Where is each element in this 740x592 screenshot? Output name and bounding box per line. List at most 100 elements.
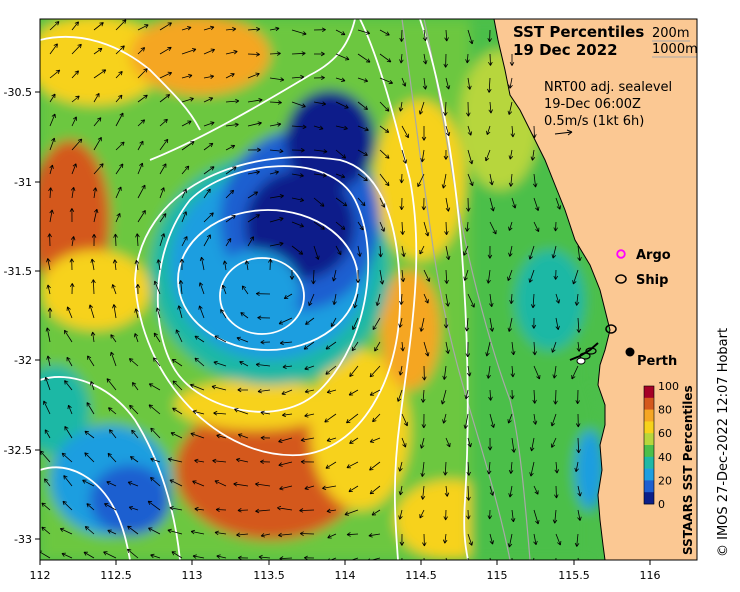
current-arrow-icon bbox=[109, 429, 117, 439]
current-arrow-icon bbox=[225, 27, 237, 32]
current-arrow-icon bbox=[378, 245, 383, 258]
current-arrow-icon bbox=[216, 554, 227, 559]
current-arrow-icon bbox=[509, 293, 514, 305]
current-arrow-icon bbox=[247, 52, 260, 57]
plot-frame bbox=[39, 18, 698, 561]
current-arrow-icon bbox=[137, 184, 146, 199]
current-arrow-icon bbox=[291, 101, 306, 108]
current-arrow-icon bbox=[335, 29, 346, 36]
current-arrow-icon bbox=[44, 376, 51, 391]
current-arrow-icon bbox=[260, 435, 271, 441]
current-arrow-icon bbox=[279, 485, 293, 491]
current-arrow-icon bbox=[167, 528, 183, 535]
current-arrow-icon bbox=[507, 413, 513, 424]
current-arrow-icon bbox=[135, 233, 140, 247]
current-arrow-icon bbox=[303, 555, 315, 560]
current-arrow-icon bbox=[489, 533, 494, 545]
current-arrow-icon bbox=[221, 284, 227, 295]
current-arrow-icon bbox=[91, 234, 97, 247]
colorbar-swatch bbox=[644, 445, 654, 458]
current-arrow-icon bbox=[45, 327, 51, 343]
current-arrow-icon bbox=[399, 197, 404, 210]
current-arrow-icon bbox=[443, 101, 448, 116]
current-arrow-icon bbox=[399, 533, 405, 546]
current-arrow-icon bbox=[487, 437, 493, 451]
y-tick-label: -30.5 bbox=[4, 86, 32, 99]
current-arrow-icon bbox=[486, 461, 492, 475]
current-arrow-icon bbox=[489, 413, 495, 428]
current-arrow-icon bbox=[326, 437, 337, 442]
current-arrow-icon bbox=[369, 485, 381, 495]
current-arrow-icon bbox=[92, 187, 98, 199]
current-arrow-icon bbox=[283, 293, 293, 299]
current-arrow-icon bbox=[181, 73, 193, 79]
current-arrow-icon bbox=[445, 341, 450, 354]
current-arrow-icon bbox=[113, 233, 118, 247]
current-arrow-icon bbox=[159, 71, 173, 79]
current-arrow-icon bbox=[181, 211, 188, 223]
current-arrow-icon bbox=[127, 525, 139, 535]
current-arrow-icon bbox=[281, 412, 293, 418]
current-arrow-icon bbox=[291, 245, 304, 255]
current-arrow-icon bbox=[532, 389, 537, 404]
current-arrow-icon bbox=[466, 485, 471, 501]
colorbar-swatch bbox=[644, 386, 654, 399]
current-arrow-icon bbox=[489, 293, 494, 308]
current-arrow-icon bbox=[281, 389, 293, 395]
current-arrow-icon bbox=[324, 413, 337, 423]
current-arrow-icon bbox=[211, 385, 227, 391]
current-arrow-icon bbox=[443, 317, 449, 329]
current-arrow-icon bbox=[399, 293, 404, 305]
current-arrow-icon bbox=[352, 317, 359, 331]
current-arrow-icon bbox=[128, 358, 139, 367]
current-arrow-icon bbox=[291, 29, 307, 36]
current-arrow-icon bbox=[181, 165, 190, 175]
current-arrow-icon bbox=[269, 217, 284, 223]
current-arrow-icon bbox=[420, 149, 425, 163]
current-arrow-icon bbox=[379, 149, 390, 159]
current-arrow-icon bbox=[93, 69, 107, 79]
current-arrow-icon bbox=[422, 77, 428, 90]
y-tick-label: -33 bbox=[14, 533, 32, 546]
current-arrow-icon bbox=[466, 509, 471, 520]
current-arrow-icon bbox=[203, 97, 214, 103]
current-arrow-icon bbox=[379, 173, 390, 187]
current-arrow-icon bbox=[398, 317, 403, 328]
current-arrow-icon bbox=[225, 237, 232, 247]
current-arrow-icon bbox=[115, 186, 122, 199]
current-arrow-icon bbox=[357, 29, 371, 35]
current-arrow-icon bbox=[507, 101, 513, 115]
current-arrow-icon bbox=[379, 77, 394, 85]
current-arrow-icon bbox=[445, 125, 451, 137]
current-arrow-icon bbox=[128, 506, 139, 511]
current-arrow-icon bbox=[401, 437, 407, 448]
colorbar-tick-label: 80 bbox=[658, 404, 672, 417]
current-arrow-icon bbox=[69, 208, 75, 223]
current-arrow-icon bbox=[552, 365, 557, 379]
current-arrow-icon bbox=[357, 221, 364, 231]
current-arrow-icon bbox=[351, 341, 359, 352]
current-arrow-icon bbox=[401, 125, 409, 139]
current-arrow-icon bbox=[269, 100, 282, 105]
current-arrow-icon bbox=[313, 125, 324, 130]
current-arrow-icon bbox=[487, 509, 493, 520]
current-arrow-icon bbox=[71, 70, 79, 79]
current-arrow-icon bbox=[291, 124, 307, 130]
current-arrow-icon bbox=[279, 340, 293, 346]
current-arrow-icon bbox=[442, 533, 448, 544]
colorbar-tick-label: 100 bbox=[658, 380, 679, 393]
current-arrow-icon bbox=[379, 53, 392, 63]
current-arrow-icon bbox=[574, 293, 580, 306]
current-arrow-icon bbox=[304, 389, 315, 394]
current-arrow-icon bbox=[84, 452, 95, 463]
current-arrow-icon bbox=[225, 189, 235, 199]
current-arrow-icon bbox=[93, 92, 100, 103]
current-arrow-icon bbox=[203, 212, 214, 223]
current-arrow-icon bbox=[357, 245, 362, 257]
current-arrow-icon bbox=[255, 362, 271, 368]
current-arrow-icon bbox=[443, 149, 449, 160]
current-arrow-icon bbox=[304, 485, 315, 490]
current-arrow-icon bbox=[46, 284, 51, 295]
current-arrow-icon bbox=[398, 365, 404, 376]
current-arrow-icon bbox=[467, 173, 474, 187]
